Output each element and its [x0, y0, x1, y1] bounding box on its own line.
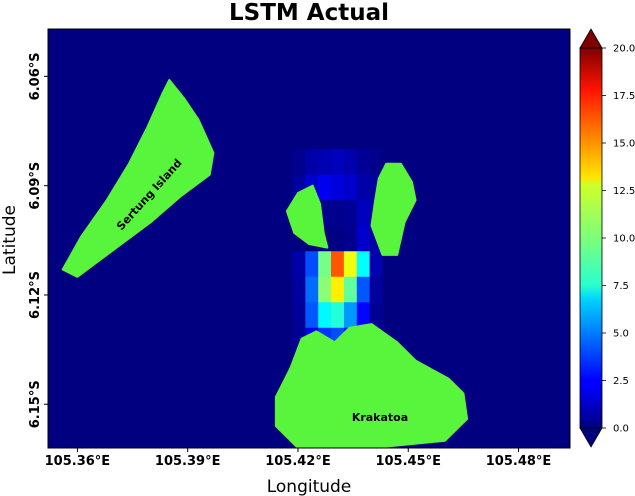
heatmap-cell — [369, 302, 383, 329]
x-tick-label: 105.42°E — [265, 454, 331, 469]
x-axis-label: Longitude — [267, 477, 352, 496]
land-polygon — [370, 162, 417, 256]
colorbar-tick-label: 15.0 — [613, 139, 635, 150]
x-tick-label: 105.39°E — [155, 454, 221, 469]
land-polygon — [285, 184, 329, 249]
heatmap-cell — [331, 149, 345, 176]
heatmap-cell — [305, 149, 319, 176]
colorbar-tick-label: 20.0 — [613, 44, 635, 55]
heatmap-cell — [343, 276, 358, 303]
heatmap-cell — [343, 225, 358, 252]
heatmap-cell — [382, 302, 396, 329]
heatmap-cell — [343, 302, 358, 329]
colorbar-tick-label: 2.5 — [613, 376, 629, 387]
y-tick-label: 6.09°S — [28, 162, 43, 210]
heatmap-cell — [356, 200, 370, 227]
colorbar-tick-label: 5.0 — [613, 329, 629, 340]
x-axis-ticks: 105.36°E 105.39°E 105.42°E 105.45°E 105.48°E — [45, 448, 552, 469]
heatmap-cell — [369, 149, 383, 176]
colorbar-tick-label: 17.5 — [613, 91, 635, 102]
heatmap-cell — [331, 251, 345, 278]
x-tick-label: 105.48°E — [486, 454, 552, 469]
heatmap-cell — [292, 276, 306, 303]
heatmap-cell — [356, 302, 370, 329]
heatmap-cell — [382, 251, 396, 278]
heatmap-cell — [292, 251, 306, 278]
heatmap-cell — [292, 149, 306, 176]
heatmap-cell — [318, 251, 332, 278]
colorbar-gradient — [580, 48, 602, 428]
y-tick-label: 6.15°S — [28, 380, 43, 428]
colorbar-min-extension — [579, 427, 603, 448]
heatmap-cell — [292, 302, 306, 329]
heatmap-cell — [356, 225, 370, 252]
annotation-krakatoa: Krakatoa — [352, 411, 408, 424]
chart-title: LSTM Actual — [229, 0, 389, 26]
y-tick-label: 6.12°S — [28, 271, 43, 319]
heatmap-cell — [331, 200, 345, 227]
heatmap-cell — [343, 200, 358, 227]
land-polygon — [274, 323, 469, 448]
heatmap-cell — [305, 276, 319, 303]
heatmap-cell — [382, 276, 396, 303]
heatmap-cell — [331, 174, 345, 201]
colorbar: 0.0 2.5 5.0 7.5 10.0 12.5 15.0 17.5 20.0 — [579, 28, 635, 448]
plot-frame — [47, 28, 571, 449]
heatmap-cell — [356, 149, 370, 176]
land-layer — [61, 79, 469, 448]
y-tick-label: 6.06°S — [28, 52, 43, 100]
heatmap-cell — [305, 251, 319, 278]
heatmap-cell — [343, 149, 358, 176]
land-polygon — [61, 79, 215, 278]
colorbar-max-extension — [579, 28, 603, 49]
colorbar-ticks: 0.0 2.5 5.0 7.5 10.0 12.5 15.0 17.5 20.0 — [602, 44, 635, 435]
heatmap-cell — [369, 276, 383, 303]
heatmap-cell — [356, 174, 370, 201]
colorbar-tick-label: 10.0 — [613, 234, 635, 245]
heatmap-cell — [305, 302, 319, 329]
heatmap-cell — [318, 174, 332, 201]
heatmap-cell — [331, 225, 345, 252]
y-axis-label: Latitude — [0, 205, 20, 275]
heatmap-cell — [343, 174, 358, 201]
x-tick-label: 105.36°E — [45, 454, 111, 469]
heatmap-cell — [356, 251, 370, 278]
heatmap-cell — [343, 251, 358, 278]
heatmap-cell — [318, 149, 332, 176]
plot-area — [48, 29, 570, 448]
colorbar-tick-label: 7.5 — [613, 281, 629, 292]
heatmap-cell — [331, 302, 345, 329]
colorbar-tick-label: 0.0 — [613, 424, 629, 435]
heatmap-cell — [356, 276, 370, 303]
heatmap-cell — [369, 251, 383, 278]
y-axis-ticks: 6.06°S 6.09°S 6.12°S 6.15°S — [28, 52, 48, 428]
x-tick-label: 105.45°E — [375, 454, 441, 469]
heatmap-cell — [318, 302, 332, 329]
colorbar-tick-label: 12.5 — [613, 186, 635, 197]
heatmap-cell — [318, 276, 332, 303]
heatmap-cell — [331, 276, 345, 303]
